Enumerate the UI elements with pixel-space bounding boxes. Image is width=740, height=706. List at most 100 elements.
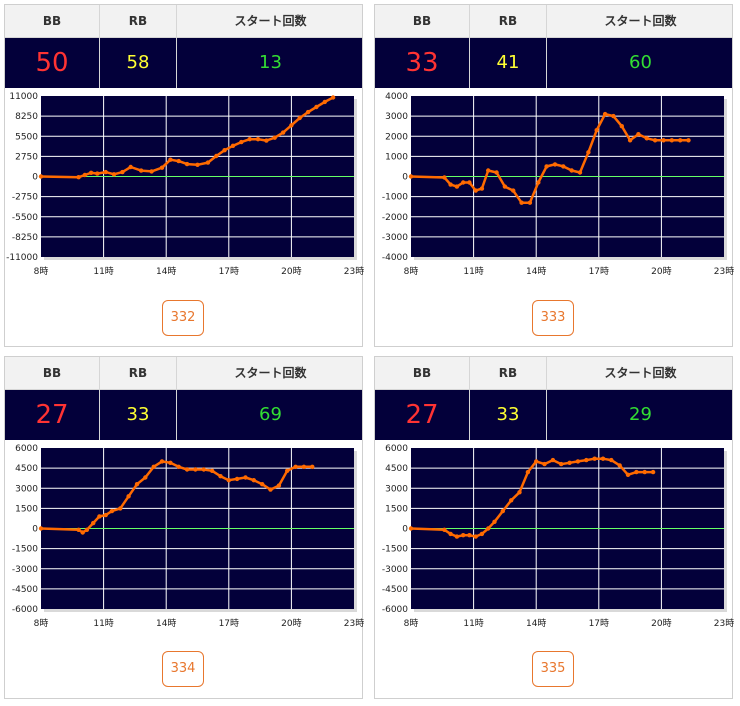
y-tick-label: 4000 — [385, 92, 408, 102]
y-tick-label: 3000 — [385, 484, 408, 494]
data-point — [584, 457, 589, 463]
column-divider — [546, 5, 547, 88]
column-divider — [546, 357, 547, 440]
rb-value: 41 — [496, 52, 520, 73]
data-point — [486, 168, 491, 173]
stats-values: 33 41 60 — [375, 38, 732, 88]
data-point — [467, 533, 472, 538]
data-point — [289, 123, 294, 128]
stats-values: 27 33 69 — [5, 390, 362, 440]
x-tick-label: 23時 — [714, 266, 734, 277]
data-point — [594, 128, 599, 133]
data-point — [109, 508, 115, 514]
data-point — [686, 138, 691, 143]
slump-graph: 6000 4500 3000 1500 0 -1500 -3000 -4500 -6000 8時 1… — [12, 444, 364, 629]
start-count-value: 69 — [259, 404, 282, 425]
x-tick-label: 8時 — [404, 266, 419, 277]
data-point — [494, 170, 499, 175]
data-point — [479, 186, 485, 191]
data-point — [95, 171, 100, 176]
data-point — [209, 468, 215, 473]
data-point — [159, 165, 165, 170]
start-count-value: 60 — [629, 52, 652, 73]
data-point — [111, 172, 117, 177]
y-tick-label: -6000 — [12, 605, 38, 615]
data-point — [276, 483, 282, 488]
data-point — [143, 475, 148, 480]
data-point — [525, 469, 531, 475]
machine-number-button[interactable]: 334 — [162, 651, 204, 687]
data-point — [201, 467, 206, 472]
bb-value: 27 — [35, 400, 69, 430]
machine-number-button[interactable]: 335 — [532, 651, 574, 687]
data-point — [511, 188, 516, 193]
y-tick-label: -5500 — [12, 213, 38, 223]
y-tick-label: 5500 — [15, 132, 38, 142]
x-tick-label: 20時 — [651, 618, 671, 629]
column-divider — [176, 357, 177, 440]
data-point — [479, 531, 485, 537]
data-point — [310, 464, 315, 469]
data-point — [442, 527, 447, 532]
data-point — [602, 111, 608, 117]
data-point — [461, 533, 466, 538]
x-tick-label: 14時 — [156, 266, 176, 277]
data-point — [492, 519, 497, 524]
stats-header: BB RB スタート回数 — [5, 5, 362, 38]
data-point — [151, 464, 156, 469]
data-point — [536, 180, 541, 185]
y-tick-label: -11000 — [6, 253, 38, 263]
y-tick-label: -3000 — [382, 565, 408, 575]
y-tick-label: -1500 — [12, 545, 38, 555]
machine-number-button[interactable]: 332 — [162, 300, 204, 336]
y-tick-label: -4000 — [382, 253, 408, 263]
slump-graph: 11000 8250 5500 2750 0 -2750 -5500 -8250 -11000 8… — [6, 92, 364, 277]
data-point — [448, 531, 453, 537]
y-tick-label: 6000 — [15, 444, 38, 454]
data-point — [442, 175, 447, 180]
data-point — [644, 136, 649, 141]
data-point — [103, 169, 108, 175]
data-point — [650, 469, 656, 475]
rb-value: 33 — [496, 404, 520, 425]
data-point — [301, 464, 307, 469]
start-count-header: スタート回数 — [234, 14, 307, 28]
data-point — [627, 138, 633, 143]
data-point — [454, 534, 460, 539]
data-point — [314, 104, 319, 110]
stats-values: 27 33 29 — [375, 390, 732, 440]
x-tick-label: 11時 — [463, 266, 483, 277]
data-point — [193, 467, 198, 472]
data-point — [120, 169, 125, 175]
data-point — [550, 457, 556, 463]
x-tick-label: 14時 — [526, 618, 546, 629]
rb-value: 33 — [126, 404, 150, 425]
x-tick-label: 8時 — [404, 618, 419, 629]
data-point — [285, 468, 290, 473]
data-point — [586, 150, 591, 155]
machine-number-button[interactable]: 333 — [532, 300, 574, 336]
x-tick-label: 17時 — [219, 618, 239, 629]
data-point — [669, 138, 674, 143]
y-tick-label: -3000 — [12, 565, 38, 575]
start-count-header: スタート回数 — [234, 366, 307, 380]
data-point — [205, 160, 211, 165]
data-point — [297, 115, 302, 121]
y-tick-label: -4500 — [382, 585, 408, 595]
y-tick-label: -3000 — [382, 233, 408, 243]
y-tick-label: 0 — [402, 525, 408, 535]
data-point — [642, 469, 647, 475]
data-point — [268, 487, 273, 492]
stats-values: 50 58 13 — [5, 38, 362, 88]
data-point — [678, 138, 683, 143]
y-tick-label: 0 — [32, 525, 38, 535]
data-point — [38, 526, 44, 531]
data-point — [91, 520, 96, 526]
data-point — [176, 158, 181, 164]
data-point — [222, 148, 227, 153]
data-point — [467, 180, 472, 185]
x-tick-label: 8時 — [34, 618, 49, 629]
data-point — [473, 534, 478, 539]
data-point — [652, 138, 658, 143]
data-point — [195, 162, 200, 167]
